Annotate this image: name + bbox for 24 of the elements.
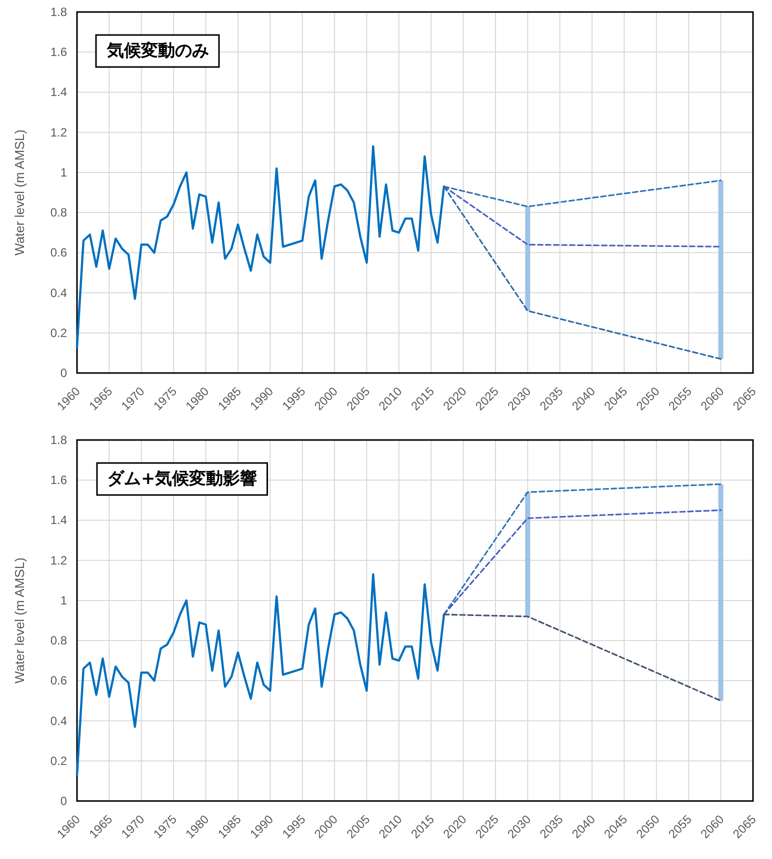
text: ダム+気候変動影響 <box>107 469 258 489</box>
y-tick-label: 0.4 <box>50 286 68 300</box>
y-tick-label: 1.2 <box>50 125 68 140</box>
y-tick-label: 0.2 <box>50 326 68 340</box>
y-tick-label: 0.4 <box>50 714 68 728</box>
y-tick-label: 1.6 <box>50 473 68 488</box>
y-axis-title: Water level (m AMSL) <box>12 130 27 256</box>
y-tick-label: 0.8 <box>50 206 68 220</box>
y-tick-label: 1 <box>60 165 68 180</box>
y-tick-label: 1.4 <box>50 85 68 100</box>
y-axis-title: Water level (m AMSL) <box>12 558 27 684</box>
y-tick-label: 1.8 <box>50 5 68 19</box>
y-tick-label: 0 <box>60 366 68 380</box>
text: 気候変動のみ <box>106 41 209 61</box>
y-tick-label: 1 <box>60 593 68 608</box>
y-tick-label: 0.8 <box>50 634 68 648</box>
y-tick-label: 1.6 <box>50 45 68 60</box>
y-tick-label: 0.6 <box>50 674 68 688</box>
y-tick-label: 1.8 <box>50 433 68 447</box>
y-tick-label: 0 <box>60 794 68 808</box>
y-tick-label: 1.4 <box>50 513 68 528</box>
y-tick-label: 0.6 <box>50 246 68 260</box>
y-tick-label: 0.2 <box>50 754 68 768</box>
y-tick-label: 1.2 <box>50 553 68 568</box>
